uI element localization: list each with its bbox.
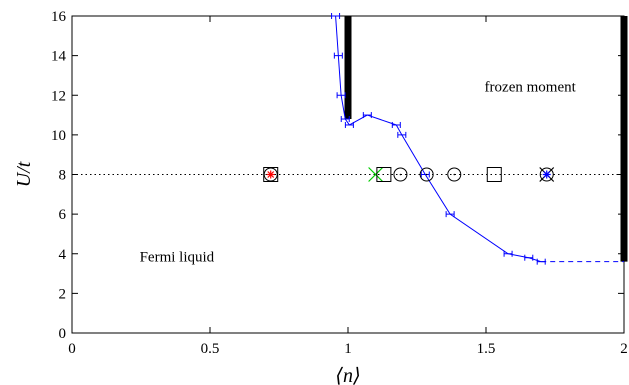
circle-marker xyxy=(447,167,462,182)
y-tick-label: 14 xyxy=(51,49,67,65)
y-axis-label: U/t xyxy=(13,161,35,187)
circle-marker-center xyxy=(399,173,402,176)
x-tick-label: 2 xyxy=(620,341,628,357)
square-marker xyxy=(376,167,392,182)
circle-marker xyxy=(393,167,408,182)
star-marker xyxy=(542,170,551,179)
square-marker xyxy=(486,167,502,182)
y-tick-label: 12 xyxy=(51,88,66,104)
x-tick-label: 0 xyxy=(68,341,76,357)
boundary-line xyxy=(335,15,542,263)
y-tick-label: 4 xyxy=(59,247,67,263)
star-marker xyxy=(266,170,275,179)
cross-marker xyxy=(368,167,384,182)
y-tick-label: 8 xyxy=(59,168,67,184)
circle-marker xyxy=(263,167,278,182)
y-tick-label: 10 xyxy=(51,128,66,144)
x-tick-label: 1.5 xyxy=(477,341,496,357)
circle-marker xyxy=(539,167,554,182)
circle-marker-center xyxy=(453,173,456,176)
x-axis-label: ⟨n⟩ xyxy=(335,365,361,385)
y-tick-label: 16 xyxy=(51,9,67,25)
region-label: Fermi liquid xyxy=(140,250,215,266)
x-tick-label: 0.5 xyxy=(201,341,220,357)
circle-marker xyxy=(419,167,434,182)
circle-marker-center xyxy=(425,173,428,176)
region-label: frozen moment xyxy=(485,79,577,95)
y-tick-label: 2 xyxy=(59,286,67,302)
y-tick-label: 0 xyxy=(59,326,67,342)
x-tick-label: 1 xyxy=(344,341,352,357)
y-tick-label: 6 xyxy=(59,207,67,223)
